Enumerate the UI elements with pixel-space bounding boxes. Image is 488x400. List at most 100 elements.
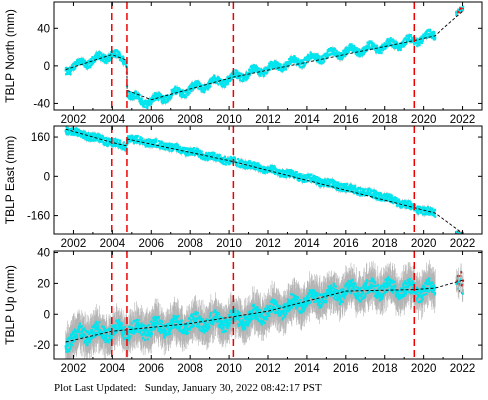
data-point [428,213,431,216]
data-point [345,51,348,54]
data-point [180,150,183,153]
data-point [238,162,241,165]
data-point [186,148,189,151]
data-point [105,138,109,141]
recent-point [459,7,462,10]
data-point [279,175,282,178]
data-point [395,41,398,44]
data-point [78,133,82,136]
data-point [336,57,339,60]
data-point [360,52,364,55]
data-point [198,151,201,154]
data-point [184,152,187,155]
data-point [203,91,206,94]
data-point [344,54,347,57]
data-point [344,183,348,186]
data-point [91,138,94,141]
data-point [274,67,278,70]
data-point [162,97,165,100]
data-point [230,76,233,79]
data-point [169,143,172,146]
data-point [172,88,176,91]
data-point [94,139,97,142]
data-point [122,146,125,149]
data-point [206,158,209,161]
data-point [348,44,351,47]
x-tick-label: 2006 [138,114,164,126]
data-point [220,81,223,84]
data-point [332,179,336,182]
data-point [99,56,102,59]
data-point [83,133,86,136]
x-tick-label: 2018 [372,238,398,250]
data-point [238,72,241,75]
data-point [129,93,132,96]
data-point [175,92,178,95]
x-tick-label: 2014 [294,114,320,126]
data-point [279,65,283,69]
data-point [335,54,339,57]
data-point [351,187,354,190]
data-point [368,45,371,48]
y-tick-label: 160 [31,132,50,144]
data-point [429,213,432,216]
data-point [375,194,378,197]
data-point [100,52,103,55]
data-point [415,209,418,212]
data-point [327,182,331,186]
data-point [184,151,187,154]
data-point [174,85,177,88]
data-point [343,189,346,192]
data-point [127,140,130,143]
y-axis-label-1: TBLP North (mm) [3,9,17,103]
data-point [281,70,284,73]
data-point [187,93,190,96]
data-point [104,54,107,57]
data-point [344,49,347,52]
data-point [148,138,151,142]
data-point [209,152,212,155]
data-point [335,49,338,53]
data-point [269,68,272,71]
data-point [143,105,146,109]
data-point [226,81,230,85]
data-point [431,208,434,211]
data-point [193,82,196,85]
data-point [212,156,216,159]
data-point [379,49,382,52]
data-points-2 [64,126,437,218]
data-point [228,162,231,165]
data-point [391,43,395,47]
data-point [410,36,413,40]
data-point [246,77,249,80]
data-point [150,144,153,147]
data-point [203,86,206,89]
data-point [355,188,358,191]
data-point [363,51,366,54]
data-point [355,49,359,52]
recent-point [459,9,462,13]
data-point [192,150,195,153]
recent-point [455,10,458,14]
data-point [220,78,223,82]
data-point [370,40,373,43]
data-point [389,196,392,200]
data-point [125,143,128,146]
data-point [346,50,349,53]
data-point [387,195,390,199]
data-point [379,197,382,200]
data-point [321,184,324,187]
data-point [156,94,159,98]
data-point [363,194,366,197]
data-point [153,93,156,96]
data-point [189,84,192,87]
data-point [178,89,181,92]
data-point [354,184,357,188]
data-point [161,141,164,144]
data-point [146,106,149,109]
recent-point [459,232,462,234]
data-point [97,134,100,138]
data-point [269,164,272,167]
data-point [167,147,170,150]
data-point [428,35,431,38]
